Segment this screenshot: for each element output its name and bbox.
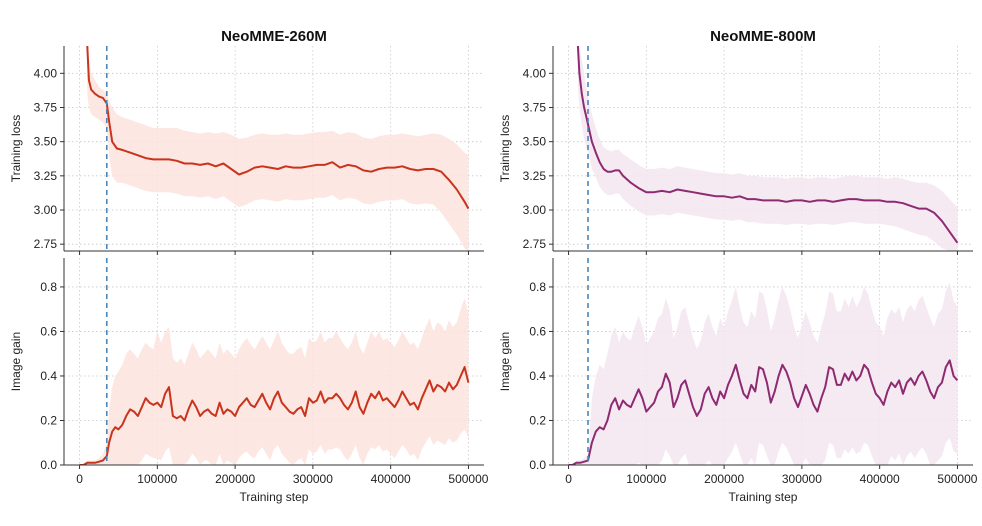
y-tick-label: 4.00 xyxy=(34,66,58,80)
x-axis-title: Training step xyxy=(729,490,798,504)
y-tick-label: 3.75 xyxy=(523,101,547,115)
y-tick-label: 0.6 xyxy=(529,324,546,338)
panel-loss: 2.75 3.00 3.25 3.50 3.75 4.00 Training loss xyxy=(9,46,484,255)
x-tick-label: 500000 xyxy=(937,472,977,486)
chart-title: NeoMME-800M xyxy=(710,28,816,45)
y-axis-title: Training loss xyxy=(9,115,23,183)
chart-title: NeoMME-260M xyxy=(221,28,327,45)
y-tick-label: 0.8 xyxy=(40,280,57,294)
panel-loss: 2.75 3.00 3.25 3.50 3.75 4.00 Training loss xyxy=(498,46,973,255)
variance-band xyxy=(577,46,958,251)
chart-2: NeoMME-800M 2.75 3.00 3.25 3.50 3.75 4.00 Train… xyxy=(498,28,978,504)
x-tick-label: 300000 xyxy=(293,472,333,486)
y-tick-label: 3.50 xyxy=(523,135,547,149)
series-line xyxy=(86,46,470,210)
plot-area xyxy=(576,46,959,251)
y-tick-label: 4.00 xyxy=(523,66,547,80)
x-tick-label: 400000 xyxy=(371,472,411,486)
x-tick-label: 400000 xyxy=(860,472,900,486)
x-tick-label: 300000 xyxy=(782,472,822,486)
plot-area xyxy=(86,46,470,251)
y-axis-title: Image gain xyxy=(498,332,512,391)
x-axis-title: Training step xyxy=(240,490,309,504)
y-tick-label: 3.25 xyxy=(523,169,547,183)
y-tick-label: 2.75 xyxy=(34,237,58,251)
x-tick-label: 0 xyxy=(565,472,572,486)
panel-gain: 0.0 0.2 0.4 0.6 0.8 0 100000 200000 300000 400000… xyxy=(9,258,489,486)
x-tick-label: 200000 xyxy=(215,472,255,486)
panel-gain: 0.0 0.2 0.4 0.6 0.8 0 100000 200000 300000 400000… xyxy=(498,258,978,486)
series-line xyxy=(79,366,470,465)
y-tick-label: 0.4 xyxy=(40,369,57,383)
plot-area xyxy=(568,282,959,465)
y-tick-label: 3.00 xyxy=(523,203,547,217)
y-tick-label: 2.75 xyxy=(523,237,547,251)
y-axis-title: Training loss xyxy=(498,115,512,183)
y-tick-label: 0.4 xyxy=(529,369,546,383)
plot-area xyxy=(79,298,470,465)
series-line xyxy=(576,46,959,244)
y-tick-label: 0.2 xyxy=(529,413,546,427)
y-tick-label: 0.8 xyxy=(529,280,546,294)
x-tick-label: 500000 xyxy=(448,472,488,486)
variance-band xyxy=(568,282,958,465)
x-tick-label: 200000 xyxy=(704,472,744,486)
x-tick-label: 100000 xyxy=(626,472,666,486)
variance-band xyxy=(87,46,469,251)
y-tick-label: 0.2 xyxy=(40,413,57,427)
y-axis-title: Image gain xyxy=(9,332,23,391)
x-tick-label: 0 xyxy=(76,472,83,486)
y-tick-label: 3.00 xyxy=(34,203,58,217)
y-tick-label: 0.0 xyxy=(529,458,546,472)
variance-band xyxy=(79,298,469,465)
chart-1: NeoMME-260M 2.75 3.00 3.25 3.50 3.75 4.00 Train… xyxy=(9,28,489,504)
series-line xyxy=(568,359,959,465)
y-tick-label: 3.50 xyxy=(34,135,58,149)
y-tick-label: 0.0 xyxy=(40,458,57,472)
y-tick-label: 3.75 xyxy=(34,101,58,115)
y-tick-label: 3.25 xyxy=(34,169,58,183)
x-tick-label: 100000 xyxy=(137,472,177,486)
y-tick-label: 0.6 xyxy=(40,324,57,338)
